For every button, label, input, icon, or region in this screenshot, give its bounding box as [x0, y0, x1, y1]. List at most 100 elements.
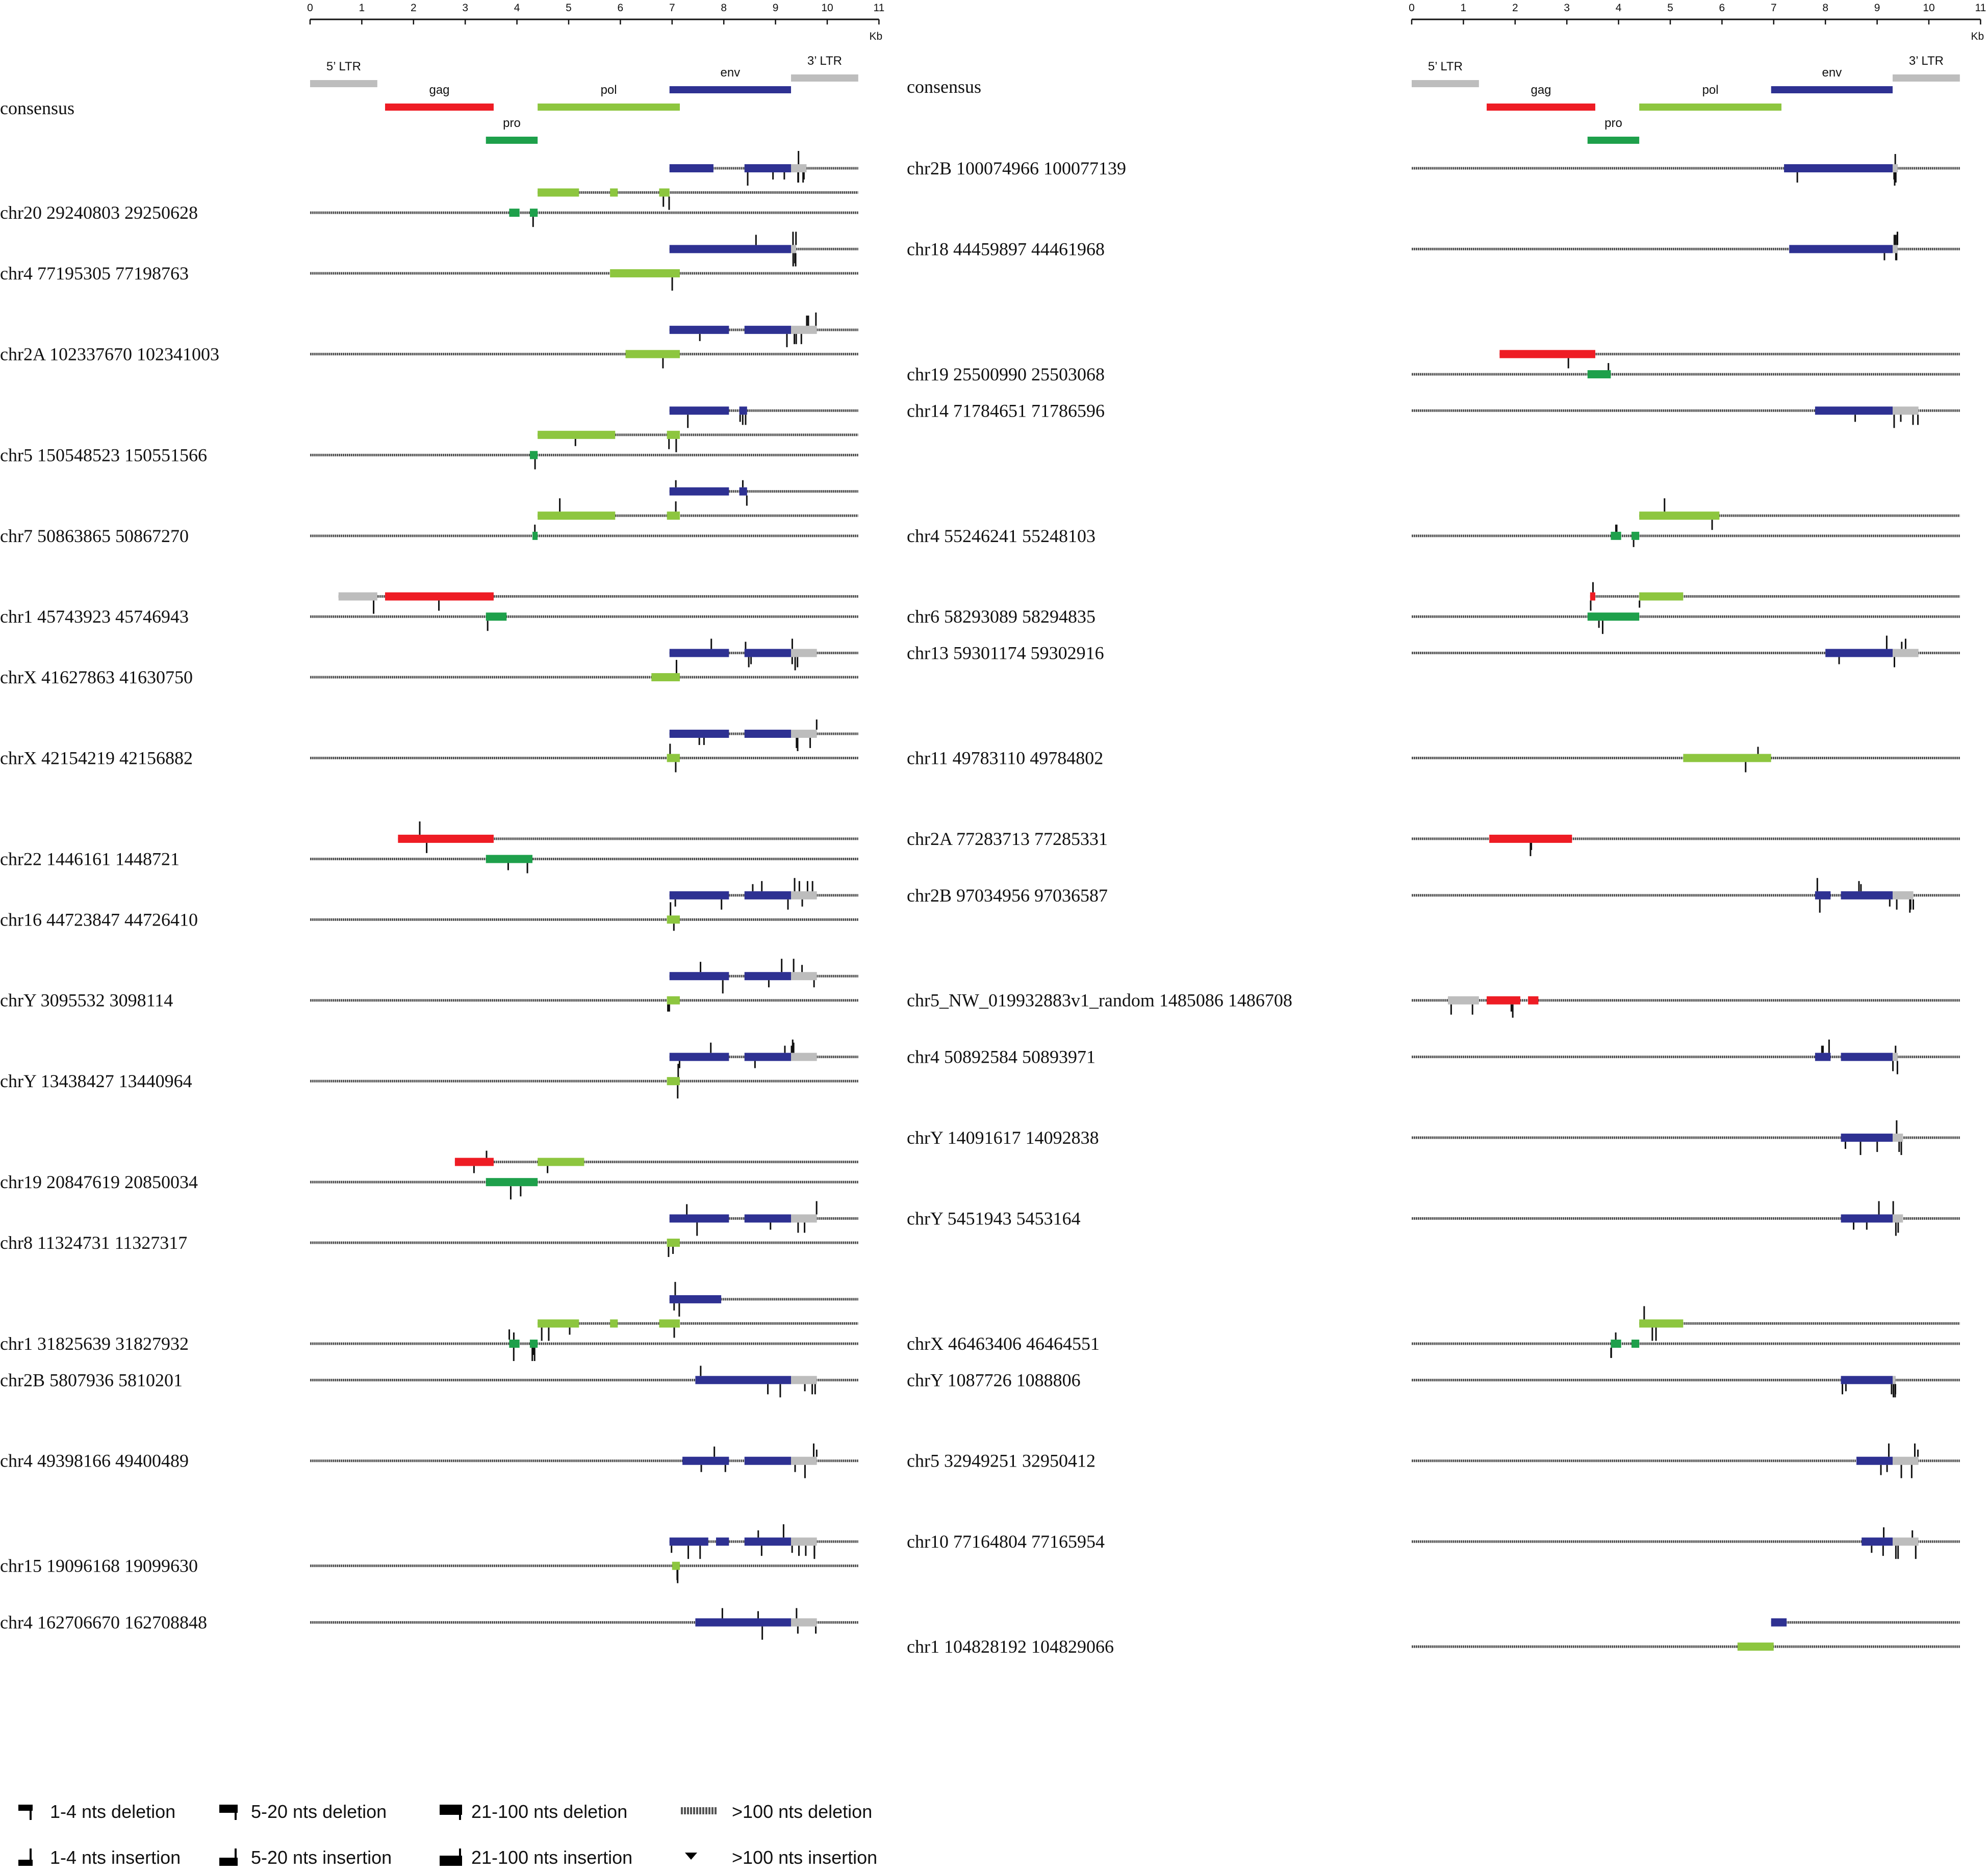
track-pol-block — [667, 511, 680, 520]
element-track: chr19 25500990 25503068 — [907, 350, 1960, 384]
element-track: chr4 162706670 162708848 — [0, 1608, 858, 1640]
track-env-block — [669, 164, 713, 172]
track-pol-block — [538, 188, 579, 197]
element-label: chr4 162706670 162708848 — [0, 1612, 207, 1633]
track-pro-block — [529, 209, 538, 217]
element-label: chr19 20847619 20850034 — [0, 1172, 198, 1192]
axis-tick-label: 2 — [1512, 2, 1518, 14]
element-label: chr5_NW_019932883v1_random 1485086 14867… — [907, 990, 1292, 1011]
element-track: chr7 50863865 50867270 — [0, 480, 858, 546]
consensus-ltr5-label: 5’ LTR — [1428, 60, 1463, 73]
track-pol-block — [667, 996, 680, 1005]
track-ltr3-block — [791, 1537, 817, 1546]
element-track: chr4 77195305 77198763 — [0, 232, 858, 291]
track-env-block — [669, 487, 729, 496]
element-label: chr2B 97034956 97036587 — [907, 885, 1108, 906]
axis-tick-label: 4 — [1616, 2, 1622, 14]
legend-symbol-block — [440, 1805, 462, 1815]
track-ltr5-block — [1447, 996, 1479, 1005]
legend-label: >100 nts deletion — [732, 1801, 872, 1822]
axis-tick-label: 1 — [359, 2, 365, 14]
axis-tick-label: 8 — [721, 2, 727, 14]
track-env-block — [669, 245, 792, 253]
track-pol-block — [667, 1239, 680, 1247]
track-pol-block — [659, 188, 670, 197]
element-track: chrY 5451943 5453164 — [907, 1201, 1960, 1236]
element-label: chr14 71784651 71786596 — [907, 400, 1105, 421]
track-env-block — [744, 649, 792, 657]
track-env-block — [1841, 1052, 1893, 1061]
legend-item: >100 nts deletion — [681, 1801, 872, 1822]
element-label: chr2A 102337670 102341003 — [0, 344, 219, 364]
consensus-ltr3-label: 3’ LTR — [1909, 54, 1944, 68]
track-env-block — [1841, 1376, 1893, 1384]
track-ltr3-block — [791, 164, 807, 172]
axis-tick-label: 5 — [1667, 2, 1673, 14]
consensus-gag-bar — [385, 104, 494, 111]
legend-item: >100 nts insertion — [685, 1847, 877, 1868]
track-pro-block — [532, 531, 538, 540]
element-label: chrY 14091617 14092838 — [907, 1127, 1099, 1148]
consensus-env-bar — [1771, 86, 1893, 93]
element-label: chrX 42154219 42156882 — [0, 748, 193, 768]
consensus-env-bar — [669, 86, 792, 93]
axis-unit: Kb — [870, 31, 883, 42]
track-pol-block — [538, 1319, 579, 1328]
track-env-block — [1815, 406, 1893, 415]
consensus-label: consensus — [0, 98, 74, 118]
element-label: chr1 45743923 45746943 — [0, 606, 189, 627]
track-pol-block — [1639, 592, 1684, 601]
track-ltr3-block — [791, 729, 817, 738]
element-track: chr20 29240803 29250628 — [0, 151, 858, 227]
track-pol-block — [538, 511, 616, 520]
track-env-block — [1862, 1537, 1893, 1546]
track-pol-block — [538, 430, 616, 439]
track-gag-block — [454, 1158, 494, 1166]
element-label: chr5 32949251 32950412 — [907, 1451, 1095, 1471]
element-track: chrY 3095532 3098114 — [0, 959, 858, 1012]
track-ltr3-block — [1893, 1052, 1898, 1061]
track-pol-block — [672, 1561, 680, 1570]
track-env-block — [744, 325, 792, 334]
track-gag-block — [1489, 834, 1572, 843]
legend-label: 1-4 nts deletion — [50, 1801, 175, 1822]
element-track: chr13 59301174 59302916 — [907, 635, 1960, 668]
element-tracks: chr20 29240803 29250628 chr4 77195305 771… — [0, 151, 1960, 1657]
track-ltr3-block — [1893, 1376, 1896, 1384]
track-pro-block — [529, 1340, 538, 1348]
track-env-block — [669, 972, 729, 981]
track-pol-block — [667, 1077, 680, 1086]
track-pol-block — [610, 188, 618, 197]
element-track: chr2B 97034956 97036587 — [907, 878, 1960, 913]
axis-tick-label: 10 — [1923, 2, 1934, 14]
track-ltr3-block — [791, 649, 817, 657]
axis-tick-label: 6 — [618, 2, 624, 14]
track-gag-block — [1499, 350, 1595, 358]
element-track: chr1 104828192 104829066 — [907, 1618, 1960, 1657]
track-gag-block — [1528, 996, 1539, 1005]
axis-tick-label: 4 — [514, 2, 520, 14]
track-env-block — [744, 972, 792, 981]
track-env-block — [744, 1052, 792, 1061]
element-track: chr5_NW_019932883v1_random 1485086 14867… — [907, 990, 1960, 1018]
consensus-pro-bar — [486, 137, 538, 144]
track-env-block — [1841, 891, 1893, 900]
axis-tick-label: 11 — [873, 2, 884, 14]
axis-tick-label: 2 — [411, 2, 417, 14]
element-track: chr1 45743923 45746943 — [0, 592, 858, 631]
track-env-block — [669, 325, 729, 334]
legend-symbol-block — [18, 1805, 33, 1811]
element-track: chr19 20847619 20850034 — [0, 1150, 858, 1200]
track-env-block — [669, 891, 729, 900]
track-pol-block — [538, 1158, 584, 1166]
axis-tick-label: 3 — [462, 2, 468, 14]
track-pro-block — [1587, 612, 1640, 621]
axis-tick-label: 9 — [773, 2, 779, 14]
scale-axes: 0 1 2 3 4 5 6 7 8 9 10 11 Kb 0 1 2 3 4 5 6 7 8 9 10 11 Kb — [307, 2, 1986, 42]
track-env-block — [669, 1537, 708, 1546]
consensus-ltr3-bar — [1893, 74, 1960, 82]
consensus-ltr3-label: 3’ LTR — [807, 54, 842, 68]
element-label: chr11 49783110 49784802 — [907, 748, 1103, 768]
track-ltr3-block — [1893, 1537, 1919, 1546]
element-track: chrY 14091617 14092838 — [907, 1120, 1960, 1156]
